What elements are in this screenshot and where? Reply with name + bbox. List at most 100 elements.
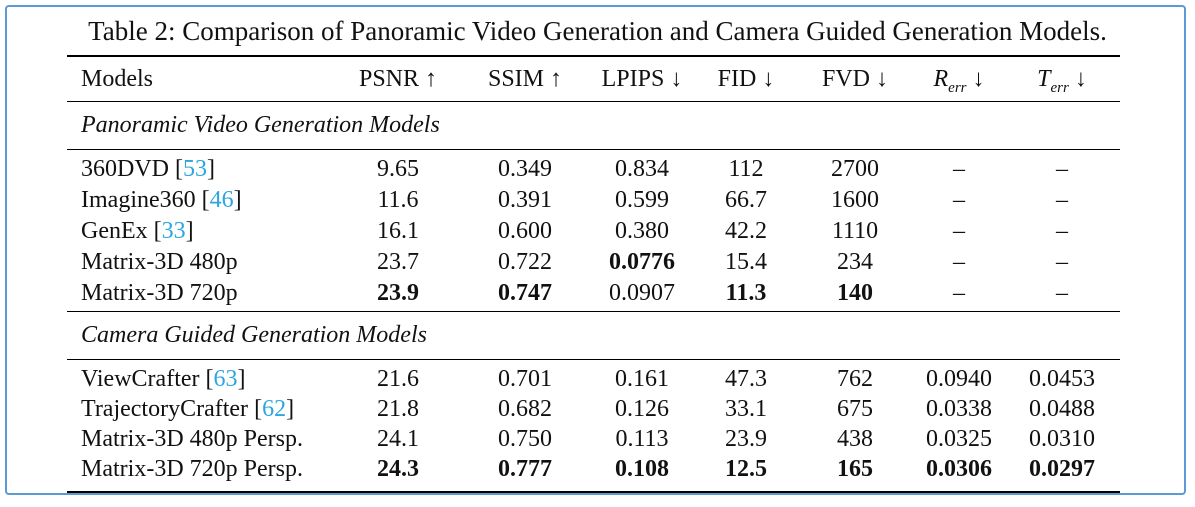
metric-value: 66.7 [725,187,767,213]
metric-value: 0.701 [498,366,552,392]
metric-value: 0.0297 [1029,456,1095,482]
metric-value: 0.777 [498,456,552,482]
header-models: Models [81,66,153,92]
metric-value: – [1056,187,1068,213]
metric-value: 2700 [831,156,879,182]
metric-value: 0.108 [615,456,669,482]
model-name: GenEx [33] [81,218,194,244]
table-row: TrajectoryCrafter [62] 21.8 0.682 0.126 33.1… [7,394,1188,424]
metric-value: 21.8 [377,396,419,422]
table-row: ViewCrafter [63] 21.6 0.701 0.161 47.3 762 0.0… [7,364,1188,394]
metric-value: 24.3 [377,456,419,482]
metric-value: 23.9 [725,426,767,452]
model-name: Matrix-3D 480p Persp. [81,424,303,454]
metric-value: 0.0306 [926,456,992,482]
model-name: Imagine360 [46] [81,187,242,213]
model-name-text: Matrix-3D 720p Persp. [81,456,303,482]
model-name-text: GenEx [81,218,148,244]
header-row: Models PSNR ↑ SSIM ↑ LPIPS ↓ FID ↓ FVD ↓… [7,64,1188,96]
metric-value: 0.682 [498,396,552,422]
table-row: Matrix-3D 720p Persp. 24.3 0.777 0.108 12.5 1… [7,454,1188,484]
header-lpips: LPIPS ↓ [601,66,683,92]
model-name: Matrix-3D 720p Persp. [81,454,303,484]
metric-value: 0.349 [498,156,552,182]
table-row: Imagine360 [46] 11.6 0.391 0.599 66.7 1600 – – [7,185,1188,215]
metric-value: 0.599 [615,187,669,213]
header-rerr: Rerr ↓ [933,66,985,96]
metric-value: 0.750 [498,426,552,452]
model-name-text: ViewCrafter [81,366,200,392]
table-row: Matrix-3D 480p Persp. 24.1 0.750 0.113 23.9 4… [7,424,1188,454]
header-terr: Terr ↓ [1037,66,1087,96]
top-rule [67,55,1120,57]
metric-value: 0.161 [615,366,669,392]
metric-value: 0.600 [498,218,552,244]
metric-value: – [953,249,965,275]
metric-value: 24.1 [377,426,419,452]
header-ssim: SSIM ↑ [487,66,563,92]
header-rule [67,101,1120,102]
metric-value: 0.380 [615,218,669,244]
section-title: Panoramic Video Generation Models [81,112,440,138]
metric-value: 33.1 [725,396,767,422]
metric-value: 438 [837,426,873,452]
table-row: Matrix-3D 720p 23.9 0.747 0.0907 11.3 140 – – [7,278,1188,308]
model-name: 360DVD [53] [81,156,215,182]
table-frame: Table 2: Comparison of Panoramic Video G… [5,5,1186,495]
model-name-text: Matrix-3D 480p [81,249,238,275]
metric-value: 0.0488 [1029,396,1095,422]
citation-link[interactable]: 53 [183,156,207,182]
header-fid: FID ↓ [717,66,775,92]
table-row: GenEx [33] 16.1 0.600 0.380 42.2 1110 – – [7,216,1188,246]
section-title: Camera Guided Generation Models [81,322,427,348]
metric-value: 1110 [831,218,879,244]
model-name-text: Imagine360 [81,187,196,213]
header-fvd: FVD ↓ [821,66,888,92]
metric-value: 0.0907 [609,280,675,306]
model-name: TrajectoryCrafter [62] [81,396,295,422]
metric-value: 234 [837,249,873,275]
table-caption: Table 2: Comparison of Panoramic Video G… [88,16,1107,46]
metric-value: 0.722 [498,249,552,275]
metric-value: 21.6 [377,366,419,392]
metric-value: 112 [728,156,764,182]
model-name-text: 360DVD [81,156,169,182]
metric-value: 0.834 [615,156,669,182]
metric-value: 0.0325 [926,426,992,452]
metric-value: 0.126 [615,396,669,422]
model-name-text: Matrix-3D 720p [81,280,238,306]
metric-value: 140 [837,280,873,306]
metric-value: – [1056,280,1068,306]
metric-value: 165 [837,456,873,482]
metric-value: 0.0940 [926,366,992,392]
model-name: Matrix-3D 480p [81,247,238,277]
section-rule [67,359,1120,360]
metric-value: 0.0453 [1029,366,1095,392]
metric-value: – [953,187,965,213]
metric-value: – [1056,156,1068,182]
citation-link[interactable]: 63 [213,366,238,392]
metric-value: 0.391 [498,187,552,213]
metric-value: – [1056,218,1068,244]
citation-link[interactable]: 46 [209,187,234,213]
citation-link[interactable]: 62 [262,396,287,422]
metric-value: – [953,156,965,182]
metric-value: 23.9 [377,280,419,306]
metric-value: 12.5 [725,456,767,482]
metric-value: 11.3 [725,280,767,306]
metric-value: 0.0776 [609,249,675,275]
section-rule [67,149,1120,150]
metric-value: 15.4 [725,249,767,275]
model-name-text: TrajectoryCrafter [81,396,249,422]
table-row: 360DVD [53] 9.65 0.349 0.834 112 2700 – – [7,154,1188,184]
section-rule [67,311,1120,312]
metric-value: 47.3 [725,366,767,392]
metric-value: 11.6 [377,187,419,213]
metric-value: – [953,218,965,244]
table-row: Matrix-3D 480p 23.7 0.722 0.0776 15.4 234 – – [7,247,1188,277]
citation-link[interactable]: 33 [161,218,186,244]
model-name-text: Matrix-3D 480p Persp. [81,426,303,452]
metric-value: 762 [837,366,873,392]
metric-value: 42.2 [725,218,767,244]
metric-value: 0.0310 [1029,426,1095,452]
